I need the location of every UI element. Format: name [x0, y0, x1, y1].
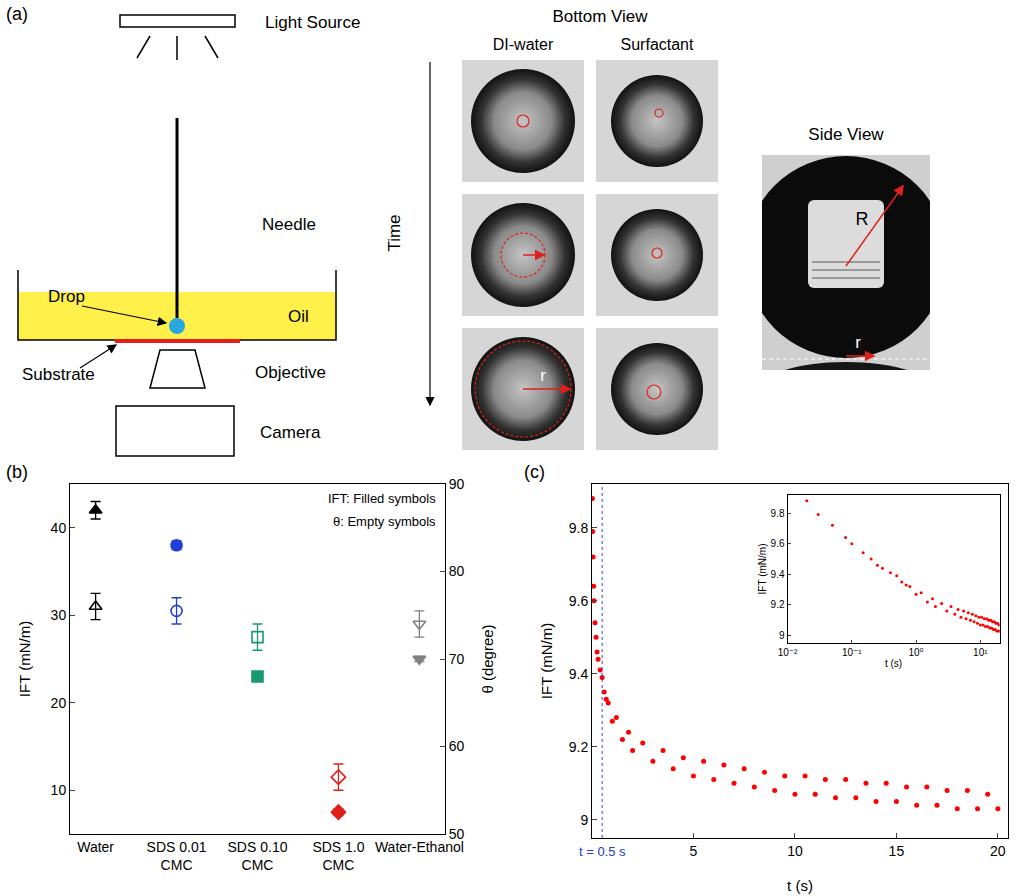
- svg-text:IFT: Filled symbols: IFT: Filled symbols: [328, 491, 436, 506]
- svg-text:θ: Empty symbols: θ: Empty symbols: [333, 514, 436, 529]
- svg-text:t (s): t (s): [885, 658, 902, 669]
- svg-text:9.8: 9.8: [771, 508, 785, 519]
- svg-text:IFT (mN/m): IFT (mN/m): [538, 623, 555, 699]
- svg-text:9: 9: [779, 630, 785, 641]
- svg-text:(a): (a): [6, 4, 28, 24]
- svg-text:10⁻²: 10⁻²: [778, 647, 798, 658]
- svg-text:30: 30: [51, 607, 67, 623]
- svg-text:IFT (mN/m): IFT (mN/m): [16, 621, 33, 697]
- svg-text:SDS 1.0CMC: SDS 1.0CMC: [312, 839, 364, 873]
- svg-text:9: 9: [580, 812, 588, 828]
- svg-text:Bottom View: Bottom View: [552, 7, 648, 26]
- svg-text:70: 70: [449, 651, 465, 667]
- svg-text:DI-water: DI-water: [493, 36, 554, 53]
- svg-text:20: 20: [51, 695, 67, 711]
- svg-text:40: 40: [51, 520, 67, 536]
- svg-text:15: 15: [889, 843, 905, 859]
- svg-text:Water-Ethanol: Water-Ethanol: [375, 839, 464, 855]
- svg-text:50: 50: [449, 826, 465, 842]
- svg-text:r: r: [540, 366, 546, 385]
- svg-text:t = 0.5 s: t = 0.5 s: [579, 844, 626, 859]
- svg-text:SDS 0.01CMC: SDS 0.01CMC: [147, 839, 207, 873]
- svg-text:60: 60: [449, 738, 465, 754]
- svg-text:Water: Water: [77, 839, 114, 855]
- svg-text:9.2: 9.2: [569, 739, 589, 755]
- svg-text:Light Source: Light Source: [265, 13, 360, 32]
- svg-text:9.4: 9.4: [569, 666, 589, 682]
- svg-text:r: r: [855, 333, 861, 352]
- svg-text:SDS 0.10CMC: SDS 0.10CMC: [228, 839, 288, 873]
- svg-text:10⁻¹: 10⁻¹: [842, 647, 862, 658]
- svg-text:Time: Time: [385, 214, 404, 251]
- svg-text:9.2: 9.2: [771, 599, 785, 610]
- svg-text:Side View: Side View: [808, 125, 884, 144]
- svg-text:t (s): t (s): [787, 877, 813, 894]
- svg-text:10⁰: 10⁰: [908, 647, 923, 658]
- svg-text:9.6: 9.6: [771, 538, 785, 549]
- svg-text:θ (degree): θ (degree): [479, 624, 496, 693]
- svg-text:Objective: Objective: [255, 363, 326, 382]
- svg-text:Substrate: Substrate: [22, 365, 95, 384]
- svg-text:5: 5: [690, 843, 698, 859]
- html-text:(b): (b): [6, 462, 28, 482]
- svg-text:80: 80: [449, 563, 465, 579]
- svg-text:20: 20: [990, 843, 1006, 859]
- svg-text:Surfactant: Surfactant: [621, 36, 694, 53]
- svg-text:Oil: Oil: [288, 307, 309, 326]
- svg-text:9.8: 9.8: [569, 520, 589, 536]
- svg-text:9.4: 9.4: [771, 569, 785, 580]
- svg-text:10: 10: [787, 843, 803, 859]
- svg-text:10: 10: [51, 782, 67, 798]
- svg-text:90: 90: [449, 476, 465, 492]
- svg-text:Needle: Needle: [262, 215, 316, 234]
- svg-text:Camera: Camera: [260, 423, 321, 442]
- svg-text:9.6: 9.6: [569, 593, 589, 609]
- svg-text:10¹: 10¹: [973, 647, 988, 658]
- svg-text:IFT (mN/m): IFT (mN/m): [757, 543, 768, 594]
- html-text:(c): (c): [524, 462, 545, 482]
- svg-text:Drop: Drop: [48, 287, 85, 306]
- svg-text:R: R: [856, 209, 869, 229]
